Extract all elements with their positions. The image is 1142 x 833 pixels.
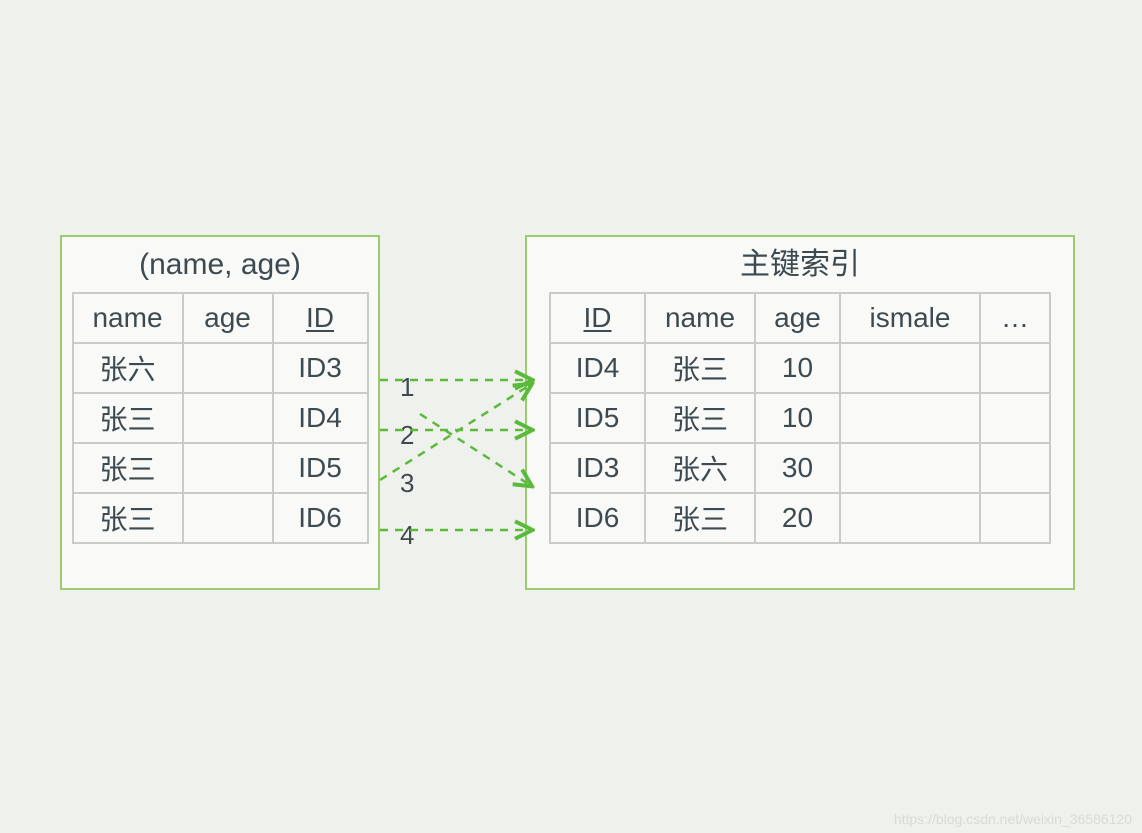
leftPanel-header-cell: ID bbox=[273, 293, 368, 343]
leftPanel-header-cell: name bbox=[73, 293, 183, 343]
leftPanel-cell: ID4 bbox=[273, 393, 368, 443]
leftPanel-cell bbox=[183, 443, 273, 493]
table-row: ID6张三20 bbox=[550, 493, 1050, 543]
leftPanel-cell: 张六 bbox=[73, 343, 183, 393]
rightPanel-cell bbox=[840, 393, 980, 443]
rightPanel-cell: ID4 bbox=[550, 343, 645, 393]
leftPanel-cell bbox=[183, 393, 273, 443]
leftPanel-panel: (name, age)nameageID张六ID3张三ID4张三ID5张三ID6 bbox=[60, 235, 380, 590]
rightPanel-cell: 30 bbox=[755, 443, 840, 493]
leftPanel-cell bbox=[183, 493, 273, 543]
leftPanel-cell: ID6 bbox=[273, 493, 368, 543]
arrow-label: 2 bbox=[400, 420, 414, 451]
arrow-label: 1 bbox=[400, 372, 414, 403]
rightPanel-title: 主键索引 bbox=[527, 237, 1073, 292]
rightPanel-cell: 张三 bbox=[645, 393, 755, 443]
rightPanel-cell: 20 bbox=[755, 493, 840, 543]
rightPanel-header-cell: ismale bbox=[840, 293, 980, 343]
table-row: 张三 ID5 bbox=[73, 443, 368, 493]
leftPanel-cell: ID3 bbox=[273, 343, 368, 393]
rightPanel-table: IDnameageismale…ID4张三10ID5张三10ID3张六30ID6… bbox=[549, 292, 1051, 544]
arrow-label: 3 bbox=[400, 468, 414, 499]
table-row: ID5张三10 bbox=[550, 393, 1050, 443]
arrow-label: 4 bbox=[400, 520, 414, 551]
rightPanel-cell: ID3 bbox=[550, 443, 645, 493]
table-row: 张六 ID3 bbox=[73, 343, 368, 393]
rightPanel-cell bbox=[980, 493, 1050, 543]
rightPanel-header-cell: ID bbox=[550, 293, 645, 343]
watermark: https://blog.csdn.net/weixin_36586120 bbox=[894, 811, 1132, 827]
leftPanel-cell: ID5 bbox=[273, 443, 368, 493]
rightPanel-panel: 主键索引IDnameageismale…ID4张三10ID5张三10ID3张六3… bbox=[525, 235, 1075, 590]
rightPanel-header-cell: … bbox=[980, 293, 1050, 343]
rightPanel-cell bbox=[840, 343, 980, 393]
rightPanel-cell: ID6 bbox=[550, 493, 645, 543]
rightPanel-cell: ID5 bbox=[550, 393, 645, 443]
rightPanel-cell bbox=[980, 343, 1050, 393]
leftPanel-cell: 张三 bbox=[73, 493, 183, 543]
rightPanel-cell: 张三 bbox=[645, 493, 755, 543]
arrow-line bbox=[420, 414, 530, 485]
leftPanel-cell: 张三 bbox=[73, 393, 183, 443]
rightPanel-cell bbox=[980, 393, 1050, 443]
rightPanel-cell: 张三 bbox=[645, 343, 755, 393]
rightPanel-header-cell: name bbox=[645, 293, 755, 343]
table-row: ID4张三10 bbox=[550, 343, 1050, 393]
leftPanel-title: (name, age) bbox=[62, 237, 378, 292]
rightPanel-cell bbox=[980, 443, 1050, 493]
rightPanel-cell: 10 bbox=[755, 343, 840, 393]
rightPanel-cell: 10 bbox=[755, 393, 840, 443]
table-header-row: nameageID bbox=[73, 293, 368, 343]
leftPanel-header-cell: age bbox=[183, 293, 273, 343]
table-header-row: IDnameageismale… bbox=[550, 293, 1050, 343]
leftPanel-cell bbox=[183, 343, 273, 393]
leftPanel-table: nameageID张六ID3张三ID4张三ID5张三ID6 bbox=[72, 292, 369, 544]
table-row: 张三 ID4 bbox=[73, 393, 368, 443]
table-row: 张三 ID6 bbox=[73, 493, 368, 543]
rightPanel-cell: 张六 bbox=[645, 443, 755, 493]
table-row: ID3张六30 bbox=[550, 443, 1050, 493]
rightPanel-cell bbox=[840, 493, 980, 543]
rightPanel-header-cell: age bbox=[755, 293, 840, 343]
rightPanel-cell bbox=[840, 443, 980, 493]
leftPanel-cell: 张三 bbox=[73, 443, 183, 493]
diagram-canvas: (name, age)nameageID张六ID3张三ID4张三ID5张三ID6… bbox=[0, 0, 1142, 833]
